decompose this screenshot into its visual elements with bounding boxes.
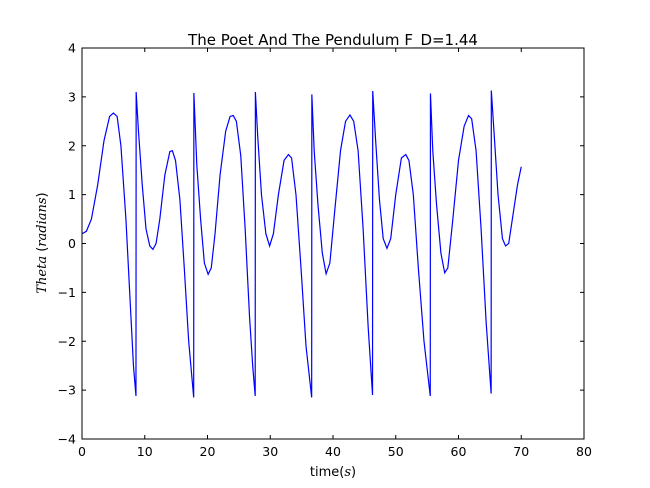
x-tick-label: 80 [576, 444, 592, 459]
ticks-layer: 0 10 20 30 40 50 60 70 80 −4 −3 −2 −1 0 1 2 3 4 [58, 41, 592, 460]
series-line-0 [81, 90, 522, 398]
y-tick-label: 1 [68, 187, 76, 202]
x-tick-label: 10 [137, 444, 153, 459]
x-tick-label: 30 [262, 444, 278, 459]
x-tick-label: 70 [513, 444, 529, 459]
y-axis-label-math2: radians [35, 197, 50, 247]
y-tick-label: −1 [58, 285, 76, 300]
x-tick-label: 40 [325, 444, 341, 459]
y-tick-label: 2 [68, 138, 76, 153]
x-axis-label: time(s) [310, 465, 356, 480]
x-axis-label-math: s [344, 465, 351, 480]
y-tick-label: 4 [68, 41, 76, 56]
x-axis-label-close: ) [351, 465, 356, 480]
y-axis-label-close: ) [35, 192, 50, 197]
y-tick-label: −2 [58, 334, 76, 349]
y-axis-label: Theta (radians) [35, 192, 50, 293]
x-axis-label-text: time( [310, 465, 344, 480]
plot-area [82, 48, 584, 439]
y-tick-label: 0 [68, 236, 76, 251]
chart-title: The Poet And The Pendulum F_D=1.44 [187, 31, 478, 50]
x-tick-label: 50 [388, 444, 404, 459]
y-tick-label: 3 [68, 89, 76, 104]
x-tick-label: 0 [78, 444, 86, 459]
plot-frame [81, 47, 585, 440]
series-layer [81, 90, 522, 398]
x-tick-label: 60 [451, 444, 467, 459]
y-axis-label-math: Theta [35, 256, 50, 294]
y-tick-label: −3 [58, 383, 76, 398]
y-tick-label: −4 [58, 432, 76, 447]
x-tick-label: 20 [200, 444, 216, 459]
y-axis-label-open: ( [35, 247, 50, 256]
